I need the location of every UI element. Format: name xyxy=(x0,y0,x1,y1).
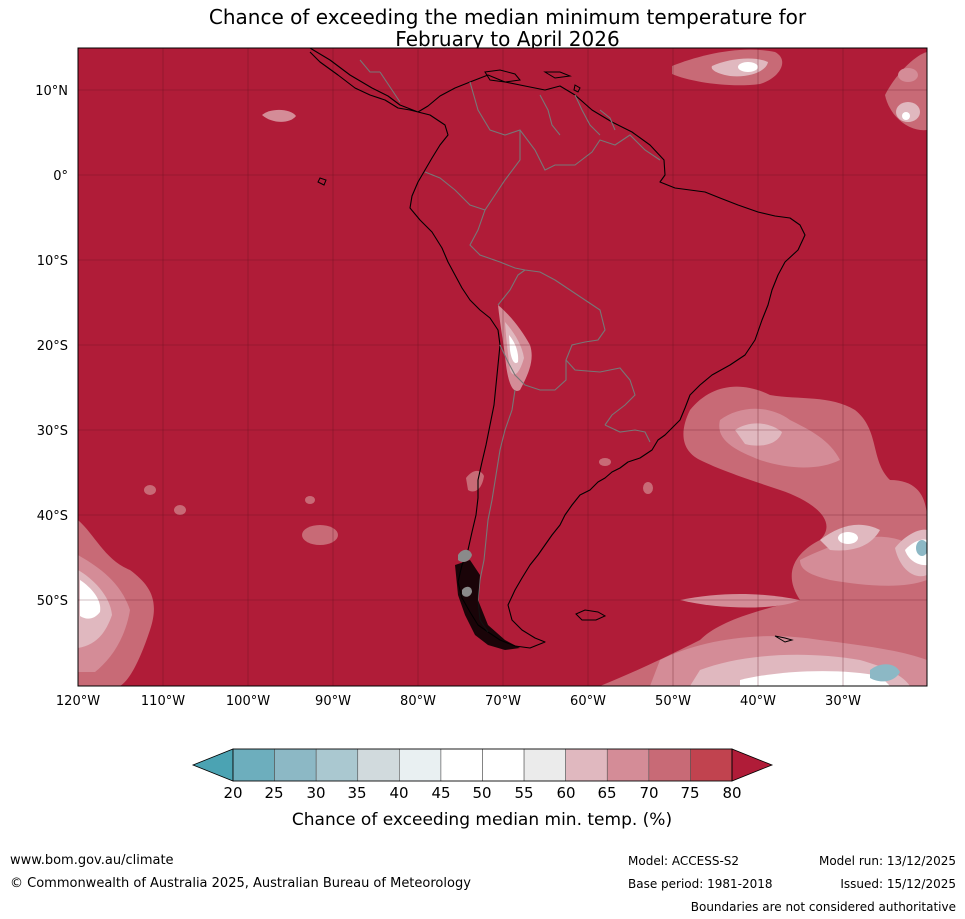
colorbar-segment xyxy=(523,748,566,782)
colorbar-segment xyxy=(648,748,691,782)
lat-label: 10°N xyxy=(35,84,68,99)
colorbar-segment xyxy=(274,748,317,782)
copyright: © Commonwealth of Australia 2025, Austra… xyxy=(10,876,471,891)
lon-label: 30°W xyxy=(825,694,861,709)
colorbar-title: Chance of exceeding median min. temp. (%… xyxy=(292,810,672,830)
lat-label: 0° xyxy=(53,169,68,184)
colorbar-ticks: 20 25 30 35 40 45 50 55 60 65 70 75 80 xyxy=(223,784,741,802)
map-title-line1: Chance of exceeding the median minimum t… xyxy=(208,5,807,29)
lon-label: 100°W xyxy=(226,694,270,709)
colorbar-tick: 55 xyxy=(514,784,533,802)
lon-label: 120°W xyxy=(56,694,100,709)
lon-label: 40°W xyxy=(740,694,776,709)
lat-label: 30°S xyxy=(37,424,68,439)
lat-label: 50°S xyxy=(37,594,68,609)
colorbar-segment xyxy=(690,748,733,782)
boundaries-disclaimer: Boundaries are not considered authoritat… xyxy=(690,900,956,914)
probability-field xyxy=(78,48,927,686)
issued-date: Issued: 15/12/2025 xyxy=(840,877,956,891)
colorbar-frame xyxy=(232,748,733,782)
colorbar-segment xyxy=(440,748,483,782)
colorbar-tick: 30 xyxy=(306,784,325,802)
colorbar-tick: 65 xyxy=(597,784,616,802)
lon-label: 110°W xyxy=(141,694,185,709)
colorbar-segment xyxy=(482,748,525,782)
colorbar-tick: 70 xyxy=(639,784,658,802)
colorbar-tick: 25 xyxy=(264,784,283,802)
base-period: Base period: 1981-2018 xyxy=(628,877,773,891)
lat-label: 20°S xyxy=(37,339,68,354)
colorbar-segment xyxy=(606,748,650,782)
chile-fjords xyxy=(455,549,520,650)
lat-label: 10°S xyxy=(37,254,68,269)
colorbar-segment xyxy=(315,748,359,782)
lon-label: 50°W xyxy=(655,694,691,709)
colorbar-tick: 20 xyxy=(223,784,242,802)
lat-label: 40°S xyxy=(37,509,68,524)
colorbar-arrow-high xyxy=(731,748,774,782)
colorbar-tick: 60 xyxy=(556,784,575,802)
colorbar-tick: 75 xyxy=(680,784,699,802)
colorbar-tick: 40 xyxy=(389,784,408,802)
map-title-line2: February to April 2026 xyxy=(395,27,620,51)
latitude-labels: 10°N 0° 10°S 20°S 30°S 40°S 50°S xyxy=(35,84,68,609)
lon-label: 60°W xyxy=(570,694,606,709)
lon-label: 90°W xyxy=(315,694,351,709)
colorbar-segment xyxy=(565,748,608,782)
colorbar-tick: 50 xyxy=(472,784,491,802)
bom-url[interactable]: www.bom.gov.au/climate xyxy=(10,853,174,868)
lon-label: 70°W xyxy=(485,694,521,709)
south-america-coastline xyxy=(309,48,806,649)
colorbar-segment xyxy=(232,748,275,782)
model-run: Model run: 13/12/2025 xyxy=(818,854,956,868)
colorbar-segment xyxy=(399,748,442,782)
model-name: Model: ACCESS-S2 xyxy=(628,854,740,868)
colorbar-tick: 45 xyxy=(431,784,450,802)
colorbar xyxy=(191,748,774,782)
islands xyxy=(317,69,794,643)
probability-patches xyxy=(78,49,927,686)
colorbar-arrow-low xyxy=(191,748,234,782)
graticule xyxy=(78,48,927,686)
colorbar-tick: 35 xyxy=(347,784,366,802)
colorbar-segment xyxy=(357,748,400,782)
longitude-labels: 120°W 110°W 100°W 90°W 80°W 70°W 60°W 50… xyxy=(56,694,861,709)
colorbar-tick: 80 xyxy=(722,784,741,802)
lon-label: 80°W xyxy=(400,694,436,709)
